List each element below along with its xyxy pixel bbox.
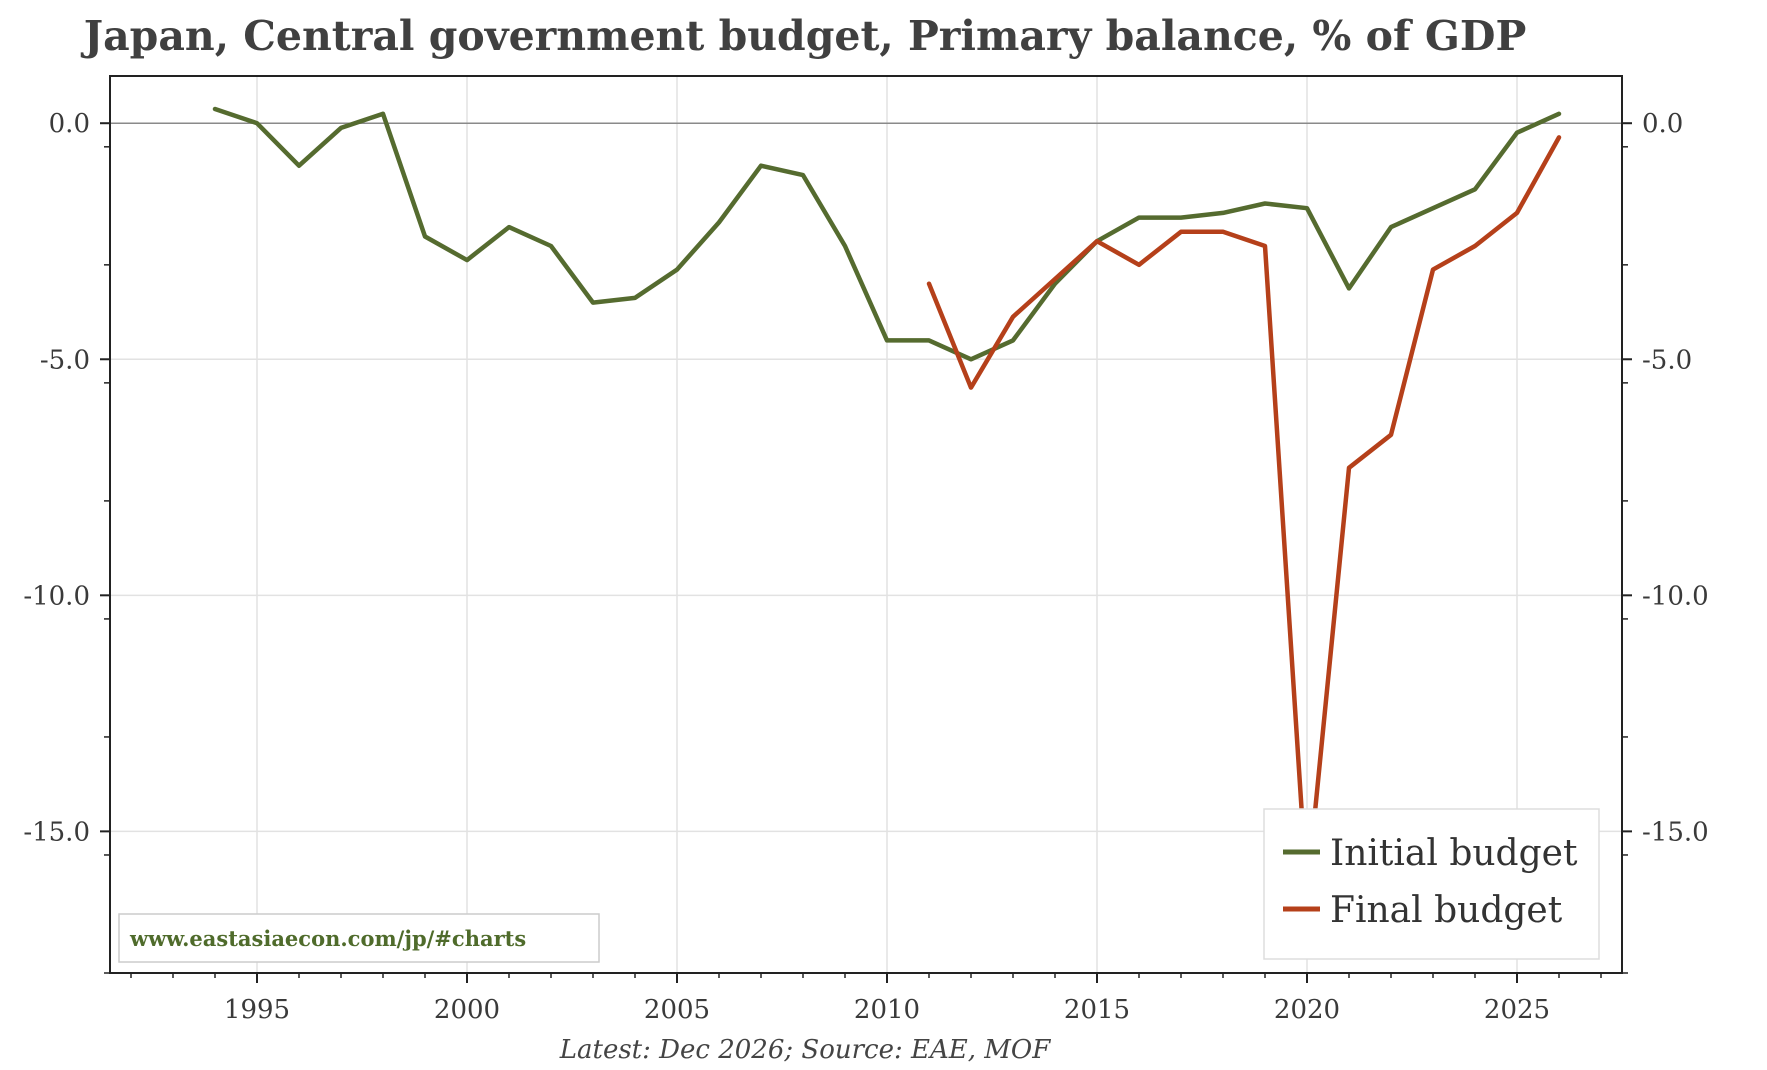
watermark-text: www.eastasiaecon.com/jp/#charts: [129, 926, 526, 951]
chart-svg: 1995 2000 2005 2010 2015 2020 2025 0.0 0.0 -5.0 -5…: [23, 75, 1709, 1025]
legend: Initial budget Final budget: [1263, 808, 1600, 960]
y-tick-label-left: -10.0: [23, 581, 90, 611]
watermark: www.eastasiaecon.com/jp/#charts: [118, 913, 600, 963]
y-tick-label-right: 0.0: [1642, 109, 1683, 139]
plot-frame: [109, 75, 1623, 974]
source-footer: Latest: Dec 2026; Source: EAE, MOF: [559, 1035, 1051, 1065]
y-tick-label-right: -10.0: [1642, 581, 1709, 611]
axes: 1995 2000 2005 2010 2015 2020 2025 0.0 0.0 -5.0 -5…: [23, 109, 1708, 1025]
y-tick-label-left: -5.0: [40, 345, 90, 375]
x-tick-label: 2025: [1484, 995, 1550, 1025]
x-tick-label: 2010: [854, 995, 920, 1025]
y-tick-label-left: -15.0: [23, 817, 90, 847]
x-tick-label: 2015: [1064, 995, 1130, 1025]
x-tick-label: 2005: [644, 995, 710, 1025]
watermark-box: [118, 913, 600, 963]
chart-title: Japan, Central government budget, Primar…: [83, 12, 1527, 60]
x-tick-label: 2020: [1274, 995, 1340, 1025]
series-line-final-budget: [926, 135, 1562, 895]
legend-label-initial: Initial budget: [1330, 833, 1578, 874]
y-tick-label-right: -15.0: [1642, 817, 1709, 847]
y-tick-label-left: 0.0: [49, 109, 90, 139]
legend-label-final: Final budget: [1330, 890, 1563, 931]
x-tick-label: 1995: [224, 995, 290, 1025]
y-tick-label-right: -5.0: [1642, 345, 1692, 375]
legend-box: [1263, 808, 1600, 960]
x-tick-label: 2000: [434, 995, 500, 1025]
series-line-initial-budget: [212, 106, 1562, 362]
series-layer: [212, 106, 1562, 895]
